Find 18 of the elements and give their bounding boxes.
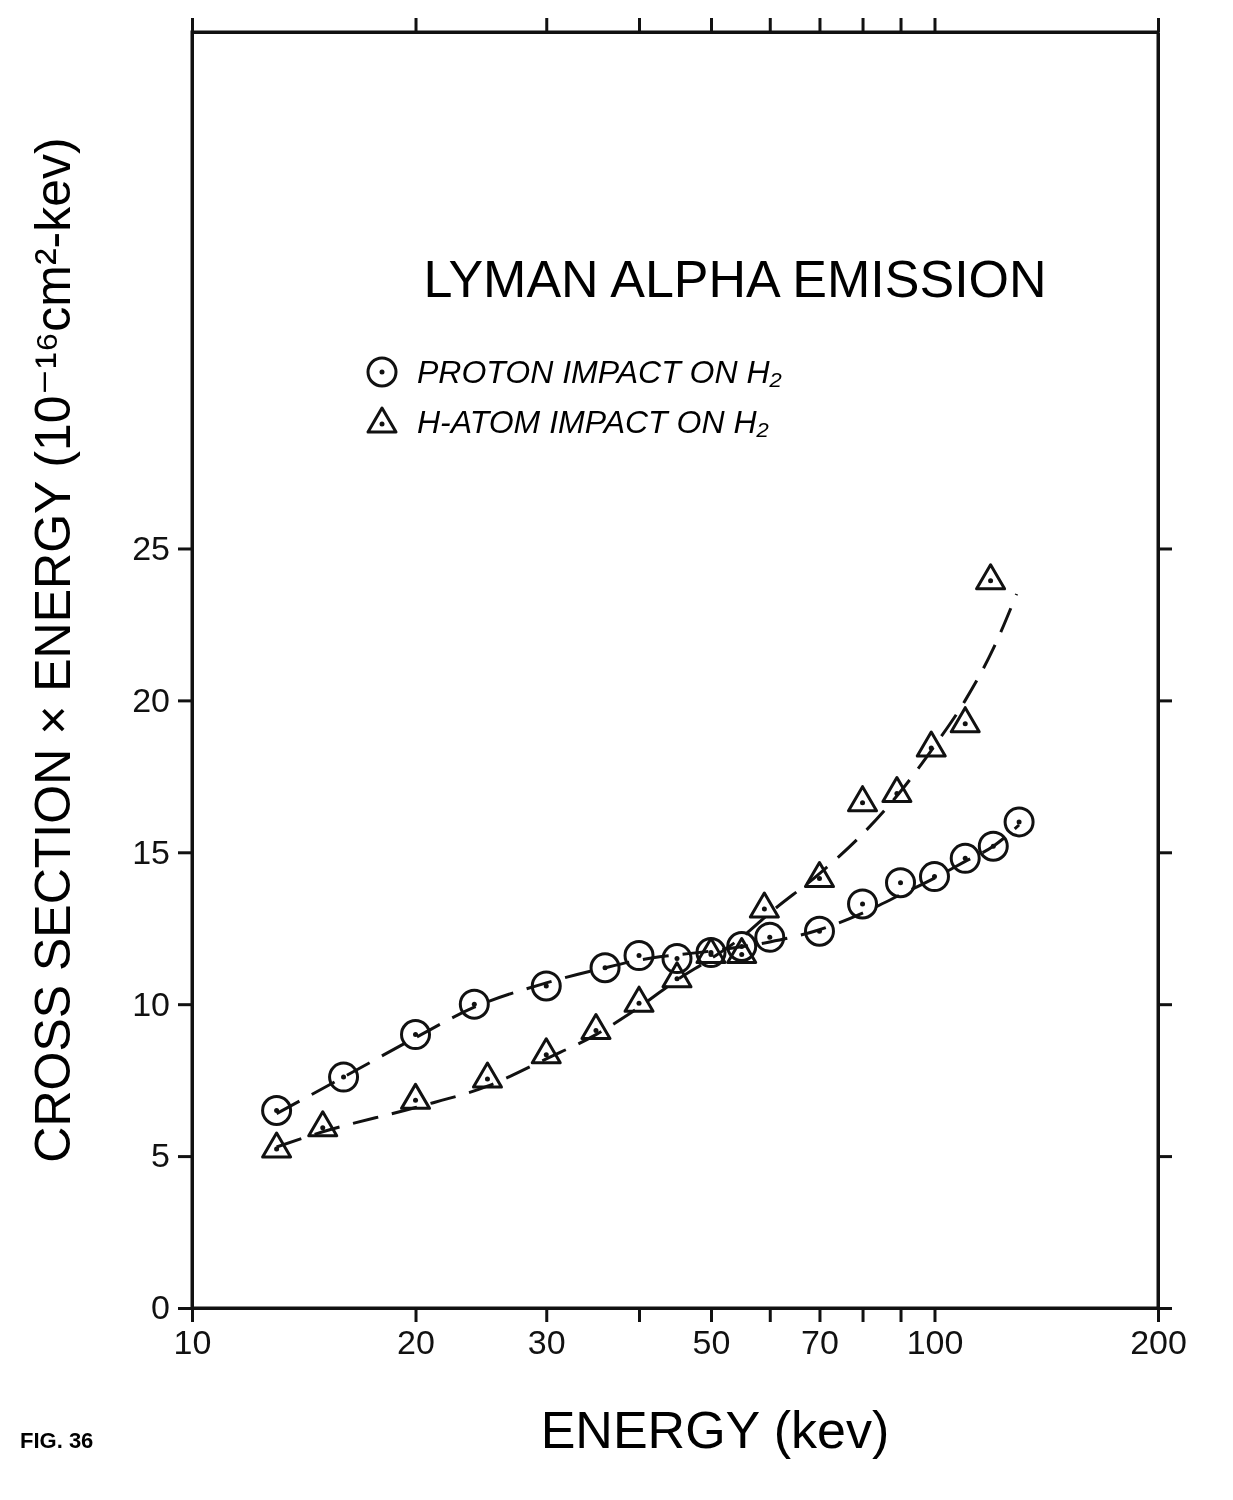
y-axis-title: CROSS SECTION × ENERGY (10⁻¹⁶cm²-kev) (25, 137, 81, 1163)
legend-label: H-ATOM IMPACT ON H₂ (417, 404, 769, 441)
y-tick-label: 10 (132, 984, 170, 1023)
x-tick-label: 30 (527, 1323, 566, 1362)
caption: FIG. 36 (20, 1428, 94, 1453)
x-tick-label: 20 (397, 1323, 435, 1362)
x-tick-label: 50 (692, 1323, 731, 1362)
x-axis-title: ENERGY (kev) (540, 1401, 890, 1459)
x-tick-label: 200 (1130, 1323, 1187, 1362)
y-tick-label: 20 (132, 680, 170, 719)
y-tick-label: 0 (151, 1288, 170, 1327)
legend-label: PROTON IMPACT ON H₂ (417, 354, 782, 391)
y-tick-label: 15 (132, 832, 170, 871)
y-tick-label: 25 (132, 528, 170, 567)
y-tick-label: 5 (151, 1136, 170, 1175)
x-tick-label: 70 (801, 1323, 839, 1362)
text: LYMAN ALPHA EMISSION (423, 250, 1047, 308)
x-tick-label: 100 (906, 1323, 964, 1362)
